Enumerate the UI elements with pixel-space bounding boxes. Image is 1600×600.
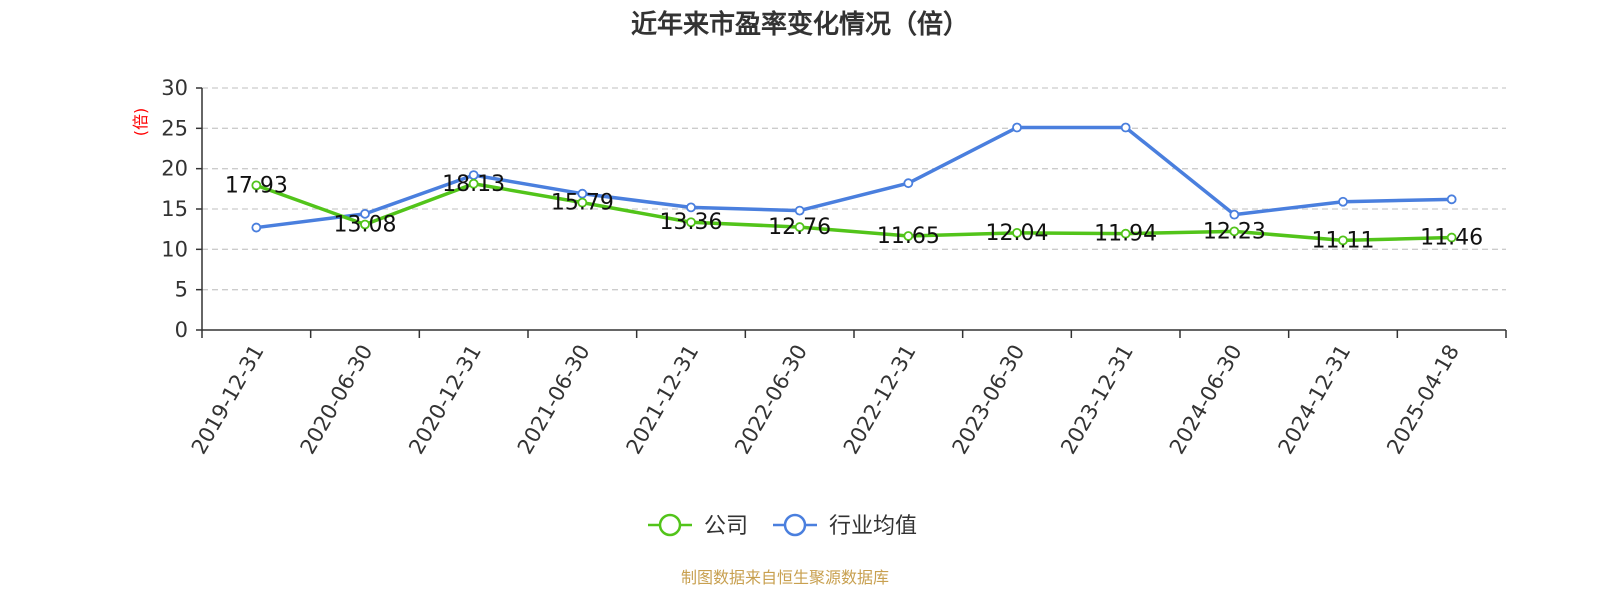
grid-lines xyxy=(202,87,1506,291)
legend[interactable]: 公司 行业均值 xyxy=(648,513,917,539)
data-point xyxy=(251,180,262,191)
data-point xyxy=(686,202,696,213)
data-label: 18.13 xyxy=(442,172,505,197)
data-label: 11.65 xyxy=(877,224,940,249)
data-point xyxy=(577,197,588,208)
y-tick-label: 30 xyxy=(161,76,188,100)
chart-title: 近年来市盈率变化情况（倍） xyxy=(631,9,969,40)
data-point xyxy=(1120,122,1131,133)
legend-item-1[interactable]: 行业均值 xyxy=(773,513,917,539)
series-lines xyxy=(251,122,1457,246)
data-label: 17.93 xyxy=(225,173,288,198)
y-axis-label: (倍) xyxy=(131,108,150,137)
x-tick-label: 2023-12-31 xyxy=(1056,341,1138,459)
data-label: 13.36 xyxy=(660,210,723,235)
data-label: 15.79 xyxy=(551,191,614,216)
data-label: 13.08 xyxy=(334,212,397,237)
data-point xyxy=(1012,122,1022,133)
data-point xyxy=(1446,194,1457,205)
x-tick-label: 2021-12-31 xyxy=(622,341,704,459)
x-tick-label: 2021-06-30 xyxy=(513,341,595,459)
y-tick-label: 5 xyxy=(175,278,188,302)
data-label: 12.04 xyxy=(986,221,1049,246)
data-point xyxy=(903,231,914,241)
data-label: 11.94 xyxy=(1094,222,1157,247)
x-tick-label: 2024-06-30 xyxy=(1165,341,1247,459)
data-point xyxy=(686,217,696,228)
x-tick-label: 2019-12-31 xyxy=(187,341,269,459)
x-tick-label: 2024-12-31 xyxy=(1274,341,1356,459)
legend-label: 公司 xyxy=(704,514,748,539)
data-point xyxy=(1120,228,1131,239)
x-tick-label: 2020-06-30 xyxy=(296,341,378,459)
data-point xyxy=(1338,235,1348,246)
legend-item-0[interactable]: 公司 xyxy=(648,513,748,539)
data-label: 12.23 xyxy=(1203,219,1266,244)
data-point xyxy=(794,222,805,232)
axes: 0 5 10 15 20 25 30 2019-12-31 2020-06-30 2020-12-… xyxy=(161,76,1507,459)
data-point xyxy=(468,178,479,189)
data-point xyxy=(1229,209,1240,220)
y-tick-label: 10 xyxy=(161,237,188,261)
data-point xyxy=(360,219,370,230)
data-point xyxy=(360,208,370,219)
data-label: 11.46 xyxy=(1420,226,1483,251)
data-label: 11.11 xyxy=(1312,228,1375,253)
y-tick-label: 20 xyxy=(161,157,188,181)
data-point xyxy=(794,205,805,216)
data-point xyxy=(577,188,588,199)
x-tick-label: 2022-12-31 xyxy=(839,341,921,459)
data-point xyxy=(1338,196,1348,207)
series-line-0 xyxy=(255,182,1452,243)
y-tick-label: 25 xyxy=(161,116,188,140)
legend-marker xyxy=(658,513,682,537)
data-label: 12.76 xyxy=(768,215,831,240)
legend-marker xyxy=(783,513,807,537)
data-point xyxy=(903,178,914,189)
y-tick-label: 0 xyxy=(175,318,188,342)
data-point xyxy=(1012,227,1022,238)
x-tick-label: 2025-04-18 xyxy=(1382,341,1464,459)
data-point xyxy=(251,222,262,233)
x-tick-label: 2023-06-30 xyxy=(948,341,1030,459)
data-point xyxy=(1229,226,1240,237)
x-tick-label: 2022-06-30 xyxy=(730,341,812,459)
series-line-1 xyxy=(256,125,1452,230)
y-tick-label: 15 xyxy=(161,197,188,221)
x-tick-label: 2020-12-31 xyxy=(404,341,486,459)
source-note: 制图数据来自恒生聚源数据库 xyxy=(681,568,889,587)
legend-label: 行业均值 xyxy=(829,514,917,539)
data-point xyxy=(1446,232,1457,243)
data-labels: 17.93 13.08 18.13 15.79 13.36 12.76 11.65 12.04… xyxy=(225,172,1483,254)
